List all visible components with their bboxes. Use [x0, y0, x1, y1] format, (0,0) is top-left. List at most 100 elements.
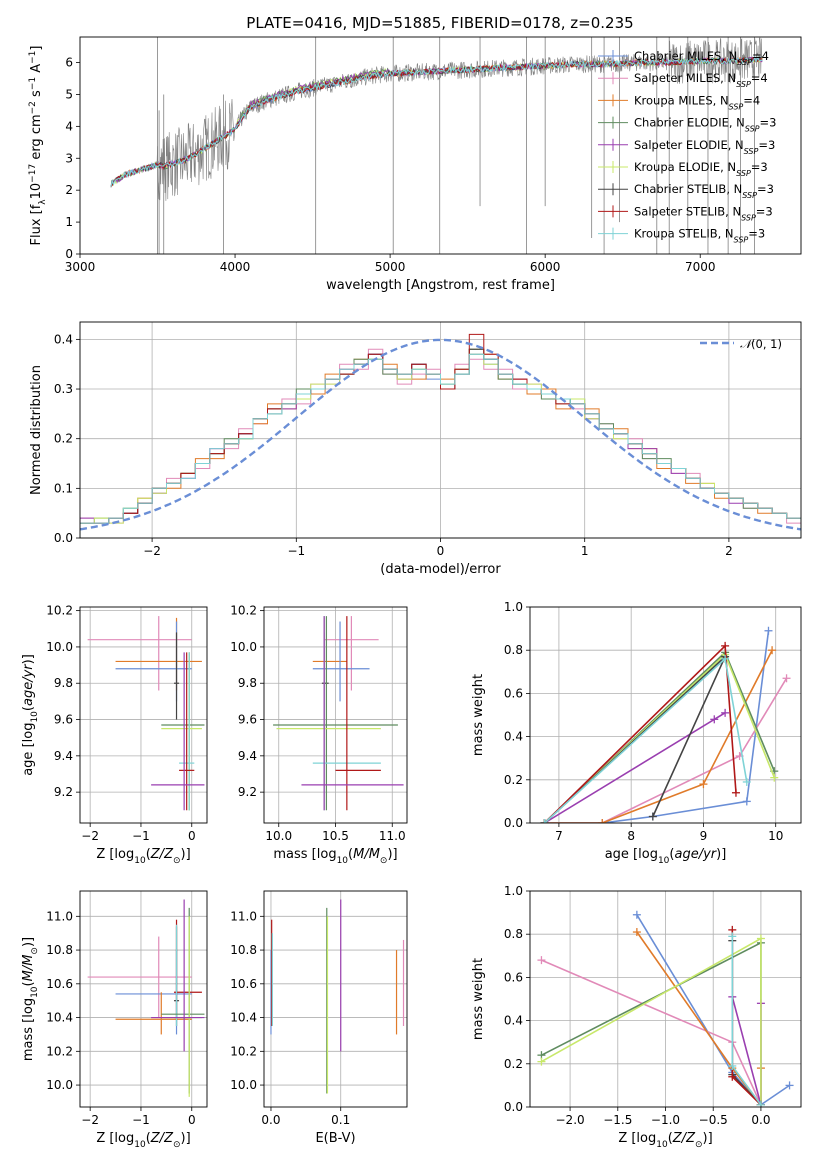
mass-weight-marker: [785, 1081, 794, 1090]
mass-weight-marker: [537, 956, 546, 965]
legend-entry-sub: SSP: [729, 102, 744, 111]
y-tick-label: 11.0: [46, 909, 73, 923]
legend-entry-prefix: Kroupa MILES, N: [634, 93, 729, 107]
y-tick-label: 4: [65, 119, 73, 133]
y-tick-label: 0.4: [504, 1014, 523, 1028]
chart-ebv_vs_mass: 0.0 0.1 10.0 10.2 10.4 10.6 10.8 11.0 E(B-V): [230, 890, 408, 1146]
y-tick-label: 10.2: [46, 604, 73, 618]
mass-weight-marker: [756, 1100, 765, 1107]
legend-entry-sub: SSP: [734, 235, 749, 244]
mass-weight-marker: [537, 1057, 546, 1066]
legend-entry-suffix: =4: [751, 71, 768, 85]
plot-area-z_vs_age: [87, 616, 205, 811]
mass-weight-marker: [742, 797, 751, 806]
x-tick-label: −2.0: [556, 1113, 585, 1127]
y-tick-label: 2: [65, 183, 73, 197]
mass-weight-line: [543, 657, 748, 823]
axes-frame: [529, 890, 802, 1108]
legend-entry-prefix: Kroupa ELODIE, N: [634, 160, 736, 174]
legend-entry: 𝒩(0, 1): [740, 337, 782, 351]
y-tick-label: 0.4: [54, 332, 73, 346]
x-tick-label: 10: [768, 829, 783, 843]
legend-entry: Chabrier MILES, NSSP=4: [634, 49, 769, 67]
mass-weight-line: [541, 937, 762, 1105]
mass-weight-marker: [721, 641, 730, 650]
legend-entry-suffix: =3: [758, 138, 775, 152]
legend-entry-sub: SSP: [742, 191, 757, 200]
mass-weight-marker: [768, 646, 777, 655]
y-tick-label: 0.8: [504, 927, 523, 941]
legend-entry-sub: SSP: [737, 58, 752, 67]
y-tick-label: 0: [65, 247, 73, 261]
x-axis-label: mass [log10(M/M⊙)]: [273, 847, 397, 866]
x-tick-label: 4000: [220, 260, 251, 274]
mass-weight-marker: [632, 910, 641, 919]
mass-weight-marker: [632, 928, 641, 937]
legend-entry-suffix: =3: [756, 204, 773, 218]
x-tick-label: 10.5: [322, 829, 349, 843]
mass-weight-line: [544, 649, 773, 823]
x-tick-label: 8: [627, 829, 635, 843]
x-tick-label: −2: [81, 829, 99, 843]
legend-entry-prefix: Salpeter MILES, N: [634, 71, 736, 85]
legend-entry: Chabrier ELODIE, NSSP=3: [634, 116, 776, 134]
x-tick-label: −1: [132, 1113, 150, 1127]
x-axis-label: (data-model)/error: [380, 562, 501, 577]
y-axis-label: mass [log10(M/M⊙)]: [21, 937, 40, 1061]
mass-weight-marker: [770, 773, 779, 782]
y-tick-label: 0.1: [54, 481, 73, 495]
mass-weight-line: [544, 630, 770, 823]
legend-entry-suffix: =3: [751, 160, 768, 174]
y-tick-label: 10.8: [46, 943, 73, 957]
plot-area-weight_vs_z: [537, 910, 794, 1107]
x-axis-label: Z [log10(Z/Z⊙)]: [96, 847, 190, 866]
y-axis-label: Normed distribution: [29, 365, 44, 495]
mass-weight-marker: [721, 708, 730, 717]
y-tick-label: 10.2: [230, 604, 257, 618]
x-tick-label: 0: [188, 1113, 196, 1127]
legend-entry-prefix: Chabrier ELODIE, N: [634, 116, 745, 130]
mass-weight-marker: [728, 1061, 737, 1070]
legend-entry: Kroupa MILES, NSSP=4: [634, 93, 760, 111]
x-tick-label: 11.0: [379, 829, 406, 843]
y-tick-label: 11.0: [230, 909, 257, 923]
legend-entry-sub: SSP: [745, 124, 760, 133]
x-tick-label: 0: [188, 829, 196, 843]
y-axis-label: Flux [fλ10−17 erg cm−2 s−1 A−1]: [28, 46, 48, 246]
figure-title: PLATE=0416, MJD=51885, FIBERID=0178, z=0…: [246, 14, 633, 32]
x-tick-label: −1.5: [603, 1113, 632, 1127]
legend-entry: Salpeter MILES, NSSP=4: [634, 71, 768, 89]
x-tick-label: 9: [700, 829, 708, 843]
x-tick-label: 7000: [685, 260, 716, 274]
axes-frame: [79, 890, 208, 1108]
legend-entry-prefix: Kroupa STELIB, N: [634, 227, 734, 241]
legend-entry-suffix: =4: [743, 93, 760, 107]
mass-weight-line: [544, 677, 788, 823]
y-tick-label: 0.2: [504, 773, 523, 787]
y-tick-label: 10.6: [230, 977, 257, 991]
mass-weight-line: [543, 651, 776, 823]
legend-entry: Salpeter ELODIE, NSSP=3: [634, 138, 775, 156]
y-tick-label: 0.0: [504, 1100, 523, 1114]
x-tick-label: 3000: [65, 260, 96, 274]
residual-legend: 𝒩(0, 1): [700, 337, 782, 351]
x-tick-label: −2: [143, 544, 161, 558]
legend-entry: Kroupa STELIB, NSSP=3: [634, 227, 765, 245]
x-tick-label: −2: [81, 1113, 99, 1127]
axes-frame: [79, 606, 208, 824]
x-tick-label: 6000: [530, 260, 561, 274]
plot-area-spectrum: [110, 37, 763, 254]
y-tick-label: 9.6: [238, 713, 257, 727]
chart-weight_vs_z: −2.0 −1.5 −1.0 −0.5 0.0 0.0 0.2 0.4 0.6 0.8 1.0 Z […: [471, 884, 802, 1150]
x-axis-label: wavelength [Angstrom, rest frame]: [326, 278, 555, 293]
x-tick-label: 0: [437, 544, 445, 558]
y-tick-label: 5: [65, 87, 73, 101]
mass-weight-marker: [721, 654, 730, 663]
mass-weight-line: [541, 941, 762, 1105]
y-tick-label: 0.4: [504, 730, 523, 744]
legend-entry-prefix: Chabrier STELIB, N: [634, 182, 742, 196]
mass-weight-marker: [782, 674, 791, 683]
y-tick-label: 0.2: [504, 1057, 523, 1071]
chart-spectrum: 3000 4000 5000 6000 7000 0 1 2 3 4 5 6 wavelength [A…: [28, 36, 802, 293]
y-tick-label: 0.8: [504, 643, 523, 657]
